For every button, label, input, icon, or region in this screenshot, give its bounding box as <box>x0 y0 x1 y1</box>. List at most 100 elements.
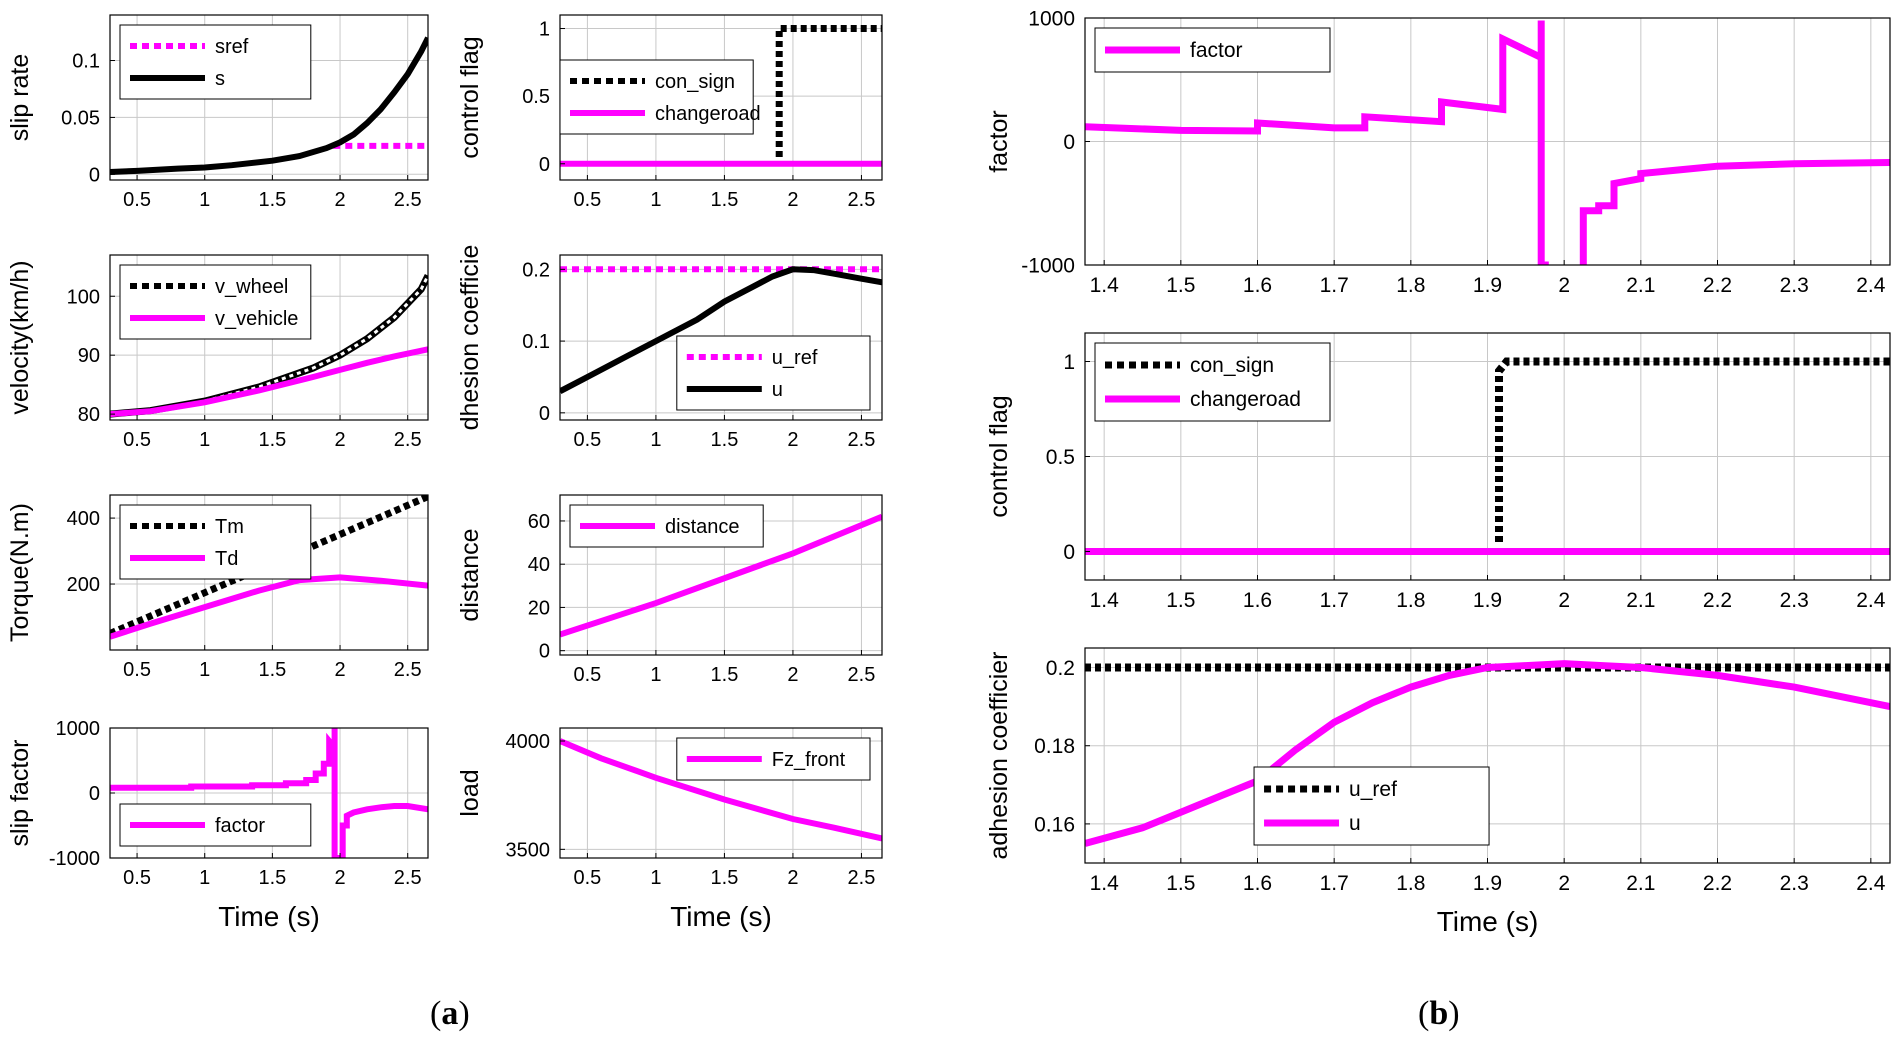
legend-label-u_ref: u_ref <box>1349 778 1397 801</box>
y-tick-label: 200 <box>67 574 100 596</box>
x-tick-label: 2.2 <box>1703 872 1732 895</box>
x-axis-label: Time (s) <box>670 901 772 932</box>
series-line-factor <box>1579 159 1890 265</box>
x-tick-label: 1 <box>650 867 661 889</box>
x-tick-label: 2.2 <box>1703 589 1732 612</box>
series-group <box>1085 357 1890 555</box>
x-tick-label: 2.5 <box>848 867 876 889</box>
series-line-con_sign <box>775 25 882 157</box>
x-tick-label: 2 <box>787 189 798 211</box>
x-tick-label: 1.5 <box>1166 589 1195 612</box>
y-tick-label: 0 <box>539 154 550 176</box>
panel-label-a-open: ( <box>430 995 442 1032</box>
x-tick-label: 2.5 <box>848 189 876 211</box>
x-tick-label: 1.5 <box>258 189 286 211</box>
x-tick-label: 2.5 <box>394 659 422 681</box>
legend-label-Tm: Tm <box>215 516 244 538</box>
x-tick-label: 1.8 <box>1396 274 1425 297</box>
y-axis-label: slip rate <box>6 54 34 142</box>
series-group <box>1085 20 1890 265</box>
chart-a-load: 0.5 1 1.5 2 2.5 3500 4000 load Time (s) Fz_front <box>456 727 883 932</box>
legend: sref s <box>119 24 312 100</box>
legend: con_sign changeroad <box>559 59 761 135</box>
x-tick-label: 0.5 <box>573 867 601 889</box>
legend-box <box>559 59 754 135</box>
y-axis-label: control flag <box>456 36 484 158</box>
legend-label-u: u <box>1349 812 1361 835</box>
chart-a-slip-rate: 0.5 1 1.5 2 2.5 0 0.05 0.1 slip rate sref s <box>6 14 429 211</box>
x-tick-label: 2.5 <box>848 664 876 686</box>
x-tick-label: 1 <box>199 189 210 211</box>
legend: Fz_front <box>676 737 871 781</box>
legend-label-con_sign: con_sign <box>1190 354 1274 377</box>
legend-box <box>1253 766 1490 846</box>
y-tick-label: 400 <box>67 508 100 530</box>
x-tick-label: 1.5 <box>711 664 739 686</box>
y-tick-label: 0 <box>539 641 550 663</box>
y-tick-label: -1000 <box>1021 254 1075 277</box>
x-tick-label: 0.5 <box>123 429 151 451</box>
x-tick-label: 2.1 <box>1626 274 1655 297</box>
y-axis-label: velocity(km/h) <box>6 260 34 414</box>
y-tick-label: 0.5 <box>522 86 550 108</box>
x-axis-label: Time (s) <box>218 901 320 932</box>
x-tick-label: 2.1 <box>1626 872 1655 895</box>
x-tick-label: 2.5 <box>394 189 422 211</box>
x-tick-label: 1.9 <box>1473 872 1502 895</box>
x-tick-label: 0.5 <box>573 189 601 211</box>
chart-a-velocity: 0.5 1 1.5 2 2.5 80 90 100 velocity(km/h) v_wheelv… <box>6 254 429 451</box>
x-tick-label: 2 <box>787 867 798 889</box>
y-tick-label: 40 <box>528 554 550 576</box>
legend-label-factor: factor <box>215 815 265 837</box>
y-tick-label: 0 <box>1063 131 1075 154</box>
panel-label-a-close: ) <box>458 995 470 1032</box>
series-group <box>110 36 428 175</box>
panel-label-a-letter: a <box>441 995 459 1032</box>
legend-box <box>676 335 871 411</box>
legend-label-u_ref: u_ref <box>772 347 818 369</box>
y-tick-label: -1000 <box>49 848 100 870</box>
x-tick-label: 2 <box>334 429 345 451</box>
legend: distance <box>569 504 764 548</box>
legend-label-changeroad: changeroad <box>655 103 761 125</box>
y-tick-label: 0 <box>1063 541 1075 564</box>
legend-label-distance: distance <box>665 516 740 538</box>
chart-a-distance: 0.5 1 1.5 2 2.5 0 20 40 60 distance distance <box>456 494 883 686</box>
legend-label-s: s <box>215 68 225 90</box>
x-tick-label: 1.4 <box>1090 589 1120 612</box>
legend: Tm Td <box>119 504 312 580</box>
x-tick-label: 2 <box>787 664 798 686</box>
legend-box <box>1094 342 1331 422</box>
x-tick-label: 1.9 <box>1473 589 1502 612</box>
legend-box <box>119 264 312 340</box>
series-line-Fz_front <box>560 738 882 842</box>
axes-frame <box>109 14 429 181</box>
legend-label-changeroad: changeroad <box>1190 388 1301 411</box>
x-tick-label: 2 <box>1558 274 1570 297</box>
x-tick-label: 0.5 <box>573 429 601 451</box>
series-group <box>110 728 428 858</box>
x-tick-label: 2.2 <box>1703 274 1732 297</box>
x-tick-label: 2.4 <box>1856 872 1886 895</box>
y-axis-label: adhesion coefficier <box>985 651 1013 859</box>
series-group <box>560 25 882 167</box>
series-line-u <box>1085 660 1890 847</box>
x-tick-label: 1.5 <box>711 867 739 889</box>
legend-label-u: u <box>772 379 783 401</box>
x-tick-label: 1.7 <box>1320 872 1349 895</box>
x-tick-label: 2.4 <box>1856 589 1886 612</box>
y-tick-label: 3500 <box>506 839 551 861</box>
x-tick-label: 1.8 <box>1396 589 1425 612</box>
y-tick-label: 0 <box>89 164 100 186</box>
y-tick-label: 0.5 <box>1046 446 1075 469</box>
axes-frame <box>559 254 883 421</box>
chart-a-slip-factor: 0.5 1 1.5 2 2.5 -1000 0 1000 slip factor Time (s)… <box>6 718 429 932</box>
chart-a-control-flag: 0.5 1 1.5 2 2.5 0 0.5 1 control flag con_signchan… <box>456 14 883 211</box>
x-tick-label: 1.5 <box>258 659 286 681</box>
x-tick-label: 1.4 <box>1090 274 1120 297</box>
x-tick-label: 1 <box>199 867 210 889</box>
y-axis-label: dhesion coefficie <box>456 245 484 431</box>
x-tick-label: 1.6 <box>1243 274 1272 297</box>
axes-frame <box>109 494 429 651</box>
